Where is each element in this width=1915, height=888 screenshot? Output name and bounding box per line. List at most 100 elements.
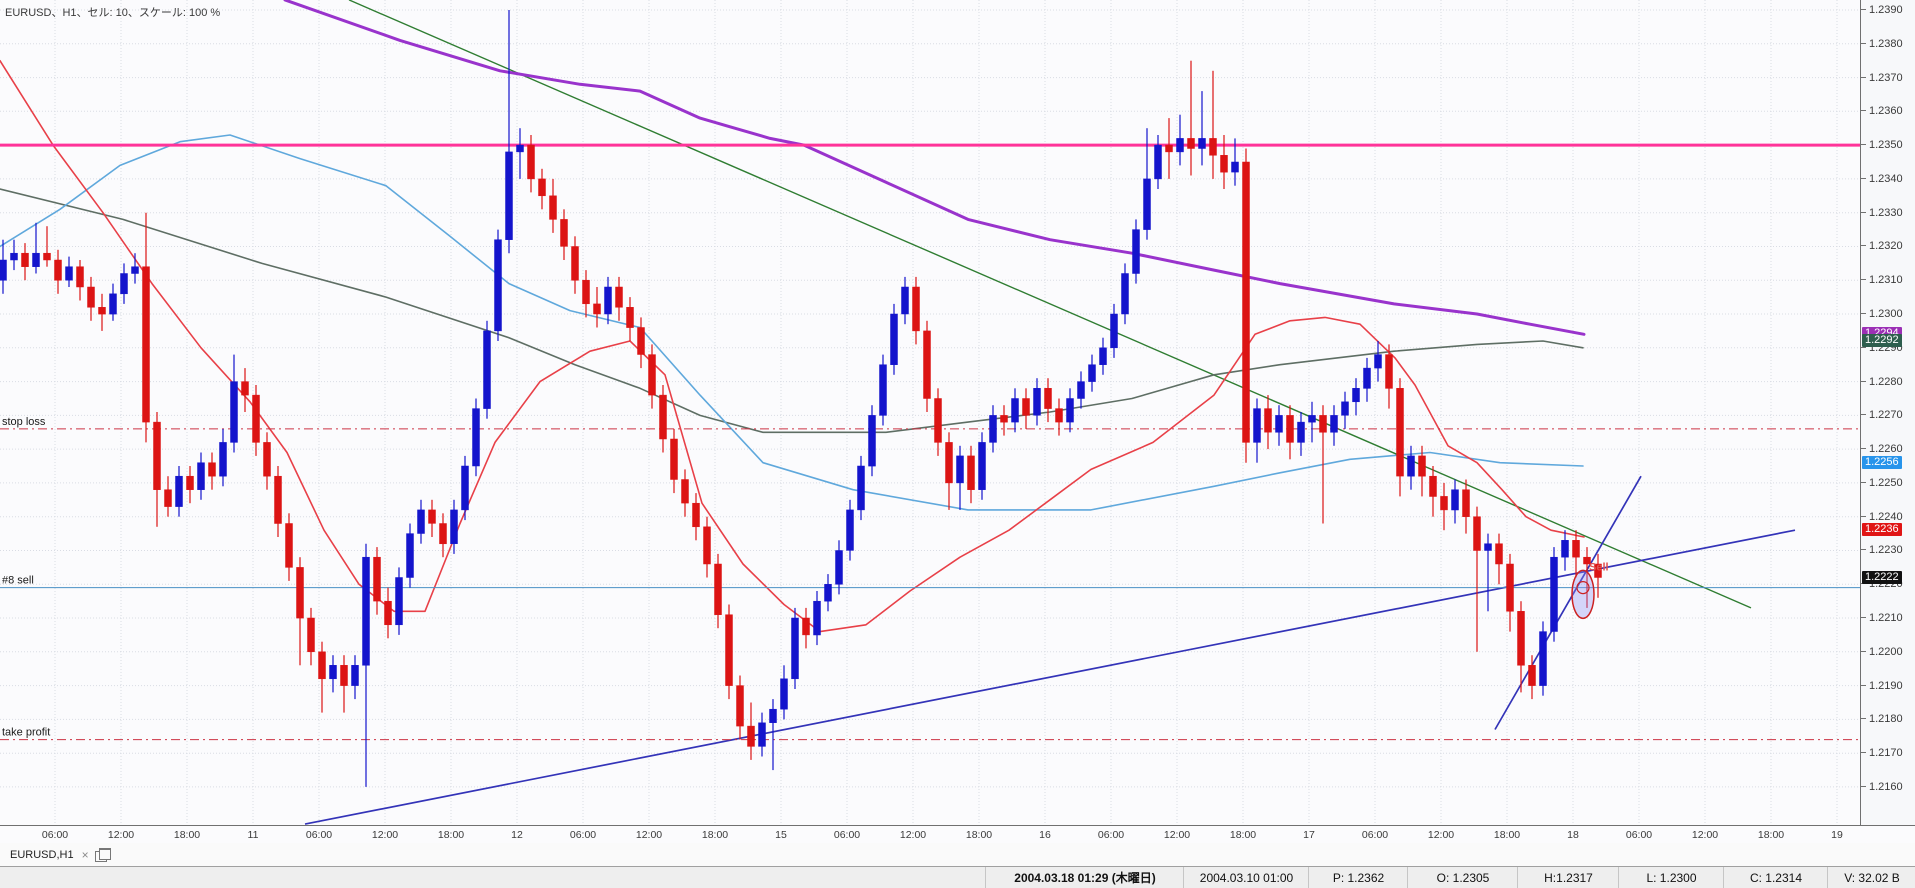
price-axis[interactable]: 1.2390 1.2380 1.2370 1.2360 1.2350 1.2340 1.23… [1860,0,1915,825]
time-tick-label: 12 [511,829,523,841]
candle [1044,388,1052,409]
candle [10,252,18,261]
candle [879,364,887,416]
candle [329,665,337,680]
candle [142,266,150,423]
svg-text:stop loss: stop loss [2,416,46,428]
candle [978,442,986,490]
candle [131,266,139,274]
candle [846,509,854,551]
candle [538,178,546,197]
price-tick-label: 1.2200 [1861,645,1903,658]
candle [230,381,238,443]
candle [98,307,106,315]
candle [560,219,568,247]
candle [1539,631,1547,686]
tab-eurusd-h1[interactable]: EURUSD,H1 × [4,846,95,864]
status-cell-1: 2004.03.10 01:00 [1183,867,1309,888]
candle [868,415,876,467]
candle [1473,516,1481,551]
candle [1330,415,1338,433]
candle [1385,354,1393,389]
candle [593,303,601,315]
price-tick-label: 1.2210 [1861,612,1903,625]
price-tick-label: 1.2330 [1861,206,1903,219]
candle [857,465,865,511]
price-tag-1.2236: 1.2236 [1862,523,1902,537]
candle [912,286,920,332]
candle [1429,475,1437,497]
status-cell-4: H:1.2317 [1517,867,1619,888]
candle [1319,415,1327,433]
time-tick-label: 06:00 [833,829,861,841]
price-tick-label: 1.2160 [1861,780,1903,793]
price-chart[interactable]: stop loss take profit #8 sell Sell [0,0,1860,825]
candle [76,266,84,288]
price-tick-label: 1.2270 [1861,409,1903,422]
price-tick-label: 1.2370 [1861,71,1903,84]
candle [285,523,293,568]
candle [1253,408,1261,443]
candle [252,394,260,443]
candle [439,523,447,545]
time-tick-label: 12:00 [1163,829,1191,841]
time-tick-label: 18:00 [1229,829,1257,841]
candle [483,330,491,409]
candle [659,394,667,440]
candle [1363,367,1371,389]
close-icon[interactable]: × [81,848,89,862]
candle [21,252,29,267]
time-axis[interactable]: 06:00 12:00 18:00 11 06:00 12:00 18:00 12 06:00 1… [0,825,1915,844]
candle [692,502,700,528]
candle [802,617,810,636]
sell-highlight-circle [1576,580,1590,595]
candle [340,665,348,686]
candle [1099,347,1107,365]
time-tick-label: 18:00 [437,829,465,841]
candle [1165,144,1173,153]
candle [824,584,832,602]
candle [736,685,744,727]
price-tick-label: 1.2280 [1861,375,1903,388]
candle [1506,563,1514,612]
trend-blue-steep [1494,475,1642,730]
support-blue-long [304,529,1796,825]
time-tick-label: 12:00 [1691,829,1719,841]
candle [1000,415,1008,423]
candle [153,421,161,490]
time-tick-label: 06:00 [305,829,333,841]
candle [967,455,975,490]
candle [1495,543,1503,565]
candle [1451,489,1459,511]
chart-canvas[interactable]: stop loss take profit #8 sell Sell [0,0,1860,825]
cascade-windows-icon[interactable] [95,848,111,862]
candle [1352,388,1360,403]
svg-text:take profit: take profit [2,727,50,739]
candle [604,286,612,315]
candle [1121,273,1129,315]
candle [65,266,73,281]
time-tick-label: 18:00 [173,829,201,841]
candle [395,577,403,626]
sell-annotation: Sell [1589,562,1609,574]
candle [956,455,964,484]
candle [648,354,656,396]
price-tick-label: 1.2240 [1861,510,1903,523]
sell-highlight-ellipse [1571,569,1595,620]
candle [637,327,645,355]
time-tick-label: 17 [1303,829,1315,841]
candle [1242,161,1250,443]
candle [428,509,436,524]
time-tick-label: 18:00 [1493,829,1521,841]
status-cell-3: O: 1.2305 [1407,867,1518,888]
candle [890,313,898,365]
candle [1220,155,1228,173]
candle [1484,543,1492,551]
status-cell-6: C: 1.2314 [1723,867,1828,888]
candle [681,479,689,504]
tab-label: EURUSD,H1 [10,849,74,861]
price-tick-label: 1.2260 [1861,443,1903,456]
slow-ma-gray [0,188,1584,434]
price-tag-1.2256: 1.2256 [1862,455,1902,469]
